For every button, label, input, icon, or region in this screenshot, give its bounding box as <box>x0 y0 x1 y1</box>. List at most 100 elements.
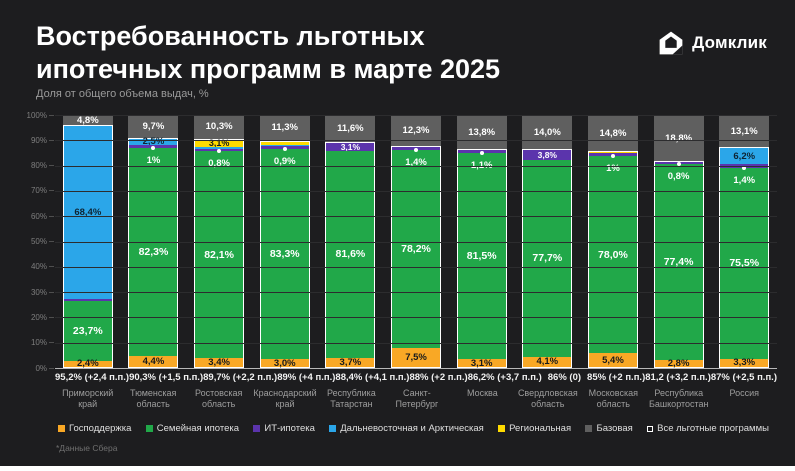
y-axis-tick <box>49 114 54 116</box>
chart-legend: Господдержка Семейная ипотека ИТ-ипотека Да… <box>58 423 769 434</box>
it-callout: 0,8% <box>195 148 243 169</box>
y-axis-tick-label: 50% <box>30 237 47 246</box>
segment-family: 0,8% 77,4% <box>654 162 703 360</box>
segment-label: 2,8% <box>667 357 690 369</box>
legend-swatch-base <box>585 425 593 432</box>
bar-total-label: 95,2% (+2,4 п.п.) <box>55 372 130 383</box>
segment-reg <box>588 152 637 154</box>
segment-label: 3,0% <box>273 357 296 369</box>
segment-label: 6,2% <box>733 150 756 162</box>
legend-item: Господдержка <box>58 423 131 434</box>
segment-label: 14,8% <box>599 127 627 139</box>
bar-region-label: Республика Татарстан <box>327 388 376 409</box>
bar-column: 11,6% 3,1% 81,6% 3,7% <box>318 115 384 368</box>
y-axis-tick <box>49 139 54 141</box>
segment-label: 4,1% <box>536 356 559 368</box>
segment-family: 0,8% 82,1% <box>195 148 244 359</box>
y-axis-tick <box>49 342 54 344</box>
segment-family: 1,4% 75,5% <box>720 165 769 359</box>
bar-stack: 14,0% 3,8% 77,7% 4,1% <box>522 115 573 368</box>
segment-label: 81,5% <box>466 250 497 263</box>
preferential-stack: 2,5% 1% 82,3% 4,4% <box>128 136 179 368</box>
segment-bazovaya: 14,8% <box>587 115 638 152</box>
segment-label: 5,4% <box>602 354 624 366</box>
y-axis-tick <box>49 215 54 217</box>
it-callout: 0,8% <box>655 162 703 182</box>
preferential-stack: 1% 78,0% 5,4% <box>587 151 638 368</box>
gridline <box>55 165 777 167</box>
legend-swatch-reg <box>498 425 506 432</box>
domclick-house-icon <box>658 30 684 56</box>
bar-stack: 13,1% 6,2% 1,4% 75,5% 3,3% <box>719 115 770 368</box>
bar-stack: 13,8% 1,1% 81,5% 3,1% <box>456 115 507 369</box>
callout-dot-icon <box>676 162 681 167</box>
it-callout: 0,9% <box>261 146 309 167</box>
gridline <box>55 266 777 268</box>
segment-family: 1% 78,0% <box>588 153 637 354</box>
segment-label: 7,5% <box>405 352 427 363</box>
segment-gos: 4,1% <box>523 356 572 368</box>
callout-value: 1% <box>606 162 620 174</box>
bar-totals-row: 95,2% (+2,4 п.п.) 90,3% (+1,5 п.п.) 89,7% … <box>55 372 777 383</box>
segment-gos: 2,4% <box>63 358 112 369</box>
segment-label: 2,5% <box>142 136 165 148</box>
segment-bazovaya: 10,3% <box>194 115 245 139</box>
page-subtitle: Доля от общего объема выдач, % <box>36 88 209 100</box>
bar-stack: 11,3% 0,9% 83,3% 3,0% <box>259 115 310 369</box>
segment-family: 0,9% 83,3% <box>260 146 309 360</box>
bar-stack: 18,8% 0,8% 77,4% 2,8% <box>653 115 704 369</box>
legend-label: Семейная ипотека <box>156 423 240 434</box>
x-axis-line <box>55 368 777 369</box>
segment-bazovaya: 4,8% <box>62 115 113 126</box>
segment-gos: 2,8% <box>654 357 703 369</box>
callout-value: 1,1% <box>470 159 493 171</box>
segment-label: 18,8% <box>665 132 693 144</box>
segment-label: 77,7% <box>532 252 563 265</box>
segment-label: 13,8% <box>468 126 496 138</box>
callout-dot-icon <box>742 165 747 170</box>
bar-column: 14,8% 1% 78,0% 5,4% <box>580 115 646 368</box>
segment-gos: 3,7% <box>326 357 375 368</box>
callout-value: 0,8% <box>208 157 230 169</box>
segment-gos: 7,5% <box>392 348 441 367</box>
segment-gos: 3,1% <box>457 358 506 369</box>
bar-stack: 14,8% 1% 78,0% 5,4% <box>587 115 638 368</box>
bar-total-label: 88% (+2 п.п.) <box>409 372 468 383</box>
segment-family: 23,7% <box>63 300 112 361</box>
bar-column: 13,1% 6,2% 1,4% 75,5% 3,3% <box>711 115 777 368</box>
legend-label: Все льготные программы <box>657 423 769 434</box>
preferential-stack: 3,1% 81,6% 3,7% <box>325 142 376 368</box>
gridline <box>55 292 777 294</box>
bottom-white-strip <box>0 466 795 471</box>
preferential-stack: 0,9% 83,3% 3,0% <box>259 140 310 369</box>
it-callout: 1% <box>589 153 637 174</box>
bar-column: 10,3% 3,1% 0,8% 82,1% 3,4% <box>186 115 252 368</box>
bar-total-label: 81,2 (+3,2 п.п.) <box>645 372 711 383</box>
it-callout: 1,1% <box>458 150 506 171</box>
y-axis-tick-label: 10% <box>30 338 47 348</box>
segment-label: 9,7% <box>142 120 165 132</box>
callout-dot-icon <box>479 150 484 155</box>
bar-total-label: 90,3% (+1,5 п.п.) <box>129 372 204 383</box>
gridline <box>55 115 777 116</box>
y-axis-tick-label: 0% <box>35 363 47 373</box>
page-title-line1: Востребованность льготных <box>36 21 425 51</box>
bar-stack: 11,6% 3,1% 81,6% 3,7% <box>325 115 376 368</box>
preferential-stack: 68,4% 23,7% 2,4% <box>62 125 113 369</box>
y-axis-tick-label: 40% <box>30 262 47 272</box>
bar-column: 12,3% 1,4% 78,2% 7,5% <box>383 115 449 368</box>
y-axis-tick <box>49 190 54 192</box>
segment-bazovaya: 11,6% <box>325 115 376 143</box>
callout-dot-icon <box>282 146 287 151</box>
segment-bazovaya: 11,3% <box>259 115 310 141</box>
legend-item: Базовая <box>585 423 633 434</box>
bar-stack: 9,7% 2,5% 1% 82,3% 4,4% <box>128 115 179 368</box>
it-callout: 1% <box>129 145 177 166</box>
segment-gos: 5,4% <box>588 353 637 367</box>
preferential-stack: 6,2% 1,4% 75,5% 3,3% <box>719 147 770 368</box>
footnote: *Данные Сбера <box>56 443 118 453</box>
gridline <box>55 190 777 192</box>
preferential-stack: 1,1% 81,5% 3,1% <box>456 149 507 369</box>
page-title: Востребованность льготных ипотечных прог… <box>36 20 500 86</box>
